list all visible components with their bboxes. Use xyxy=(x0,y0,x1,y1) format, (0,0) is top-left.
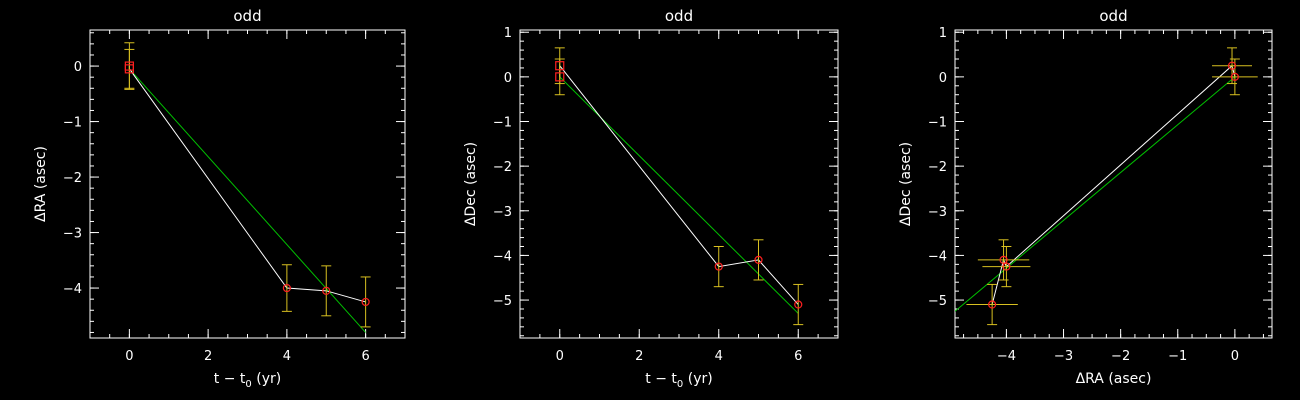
data-point xyxy=(714,262,723,271)
data-layer xyxy=(955,47,1258,326)
y-tick-label: −1 xyxy=(928,116,947,131)
y-tick-label: 0 xyxy=(939,71,947,86)
fit-line xyxy=(955,76,1236,312)
data-point xyxy=(1002,262,1011,271)
chart-panel-1: 0 2 4 6 0 −1 −2 −3 −4 odd t − t0 (yr) ΔRA (asec) xyxy=(33,7,406,390)
y-tick-label: 0 xyxy=(504,71,512,86)
data-line xyxy=(991,64,1236,305)
x-axis-label: t − t0 (yr) xyxy=(214,371,281,390)
x-tick-label: −1 xyxy=(1168,349,1187,364)
data-layer xyxy=(554,47,804,326)
chart-panel-3: −4 −3 −2 −1 0 1 0 −1 −2 −3 −4 −5 odd ΔRA (asec) ΔDec (… xyxy=(898,7,1273,387)
y-axis-label: ΔDec (asec) xyxy=(898,142,914,226)
y-tick-label: −1 xyxy=(63,116,82,131)
x-tick-label: 4 xyxy=(283,349,291,364)
y-tick-label: −4 xyxy=(493,249,512,264)
y-tick-label: 1 xyxy=(504,26,512,41)
data-point xyxy=(1227,61,1237,70)
data-point xyxy=(999,255,1008,264)
chart-panel-2: 0 2 4 6 1 0 −1 −2 −3 −4 −5 odd t − t0 (yr) ΔDec (asec… xyxy=(463,7,839,390)
chart-title: odd xyxy=(665,7,693,25)
y-tick-label: −2 xyxy=(928,160,947,175)
y-tick-label: −3 xyxy=(928,205,947,220)
y-axis-label: ΔDec (asec) xyxy=(463,142,479,226)
y-tick-label: −3 xyxy=(63,227,82,242)
y-tick-label: −5 xyxy=(493,294,512,309)
y-tick-label: −5 xyxy=(928,294,947,309)
data-line xyxy=(128,66,366,303)
fit-line xyxy=(559,76,799,314)
plot-frame xyxy=(89,29,406,339)
y-tick-label: −2 xyxy=(63,171,82,186)
chart-title: odd xyxy=(233,7,261,25)
y-tick-label: 0 xyxy=(74,60,82,75)
x-axis-label: t − t0 (yr) xyxy=(645,371,712,390)
data-point xyxy=(1230,72,1239,81)
chart-title: odd xyxy=(1099,7,1127,25)
x-tick-label: 6 xyxy=(361,349,369,364)
data-line xyxy=(559,64,799,305)
data-point xyxy=(988,300,997,309)
data-point xyxy=(555,61,565,71)
x-tick-label: −2 xyxy=(1111,349,1130,364)
x-tick-label: −3 xyxy=(1054,349,1073,364)
y-tick-label: −4 xyxy=(928,249,947,264)
y-tick-label: 1 xyxy=(939,26,947,41)
x-tick-label: 2 xyxy=(204,349,212,364)
y-tick-label: −2 xyxy=(493,160,512,175)
y-tick-label: −4 xyxy=(63,282,82,297)
x-tick-label: 4 xyxy=(715,349,723,364)
y-tick-label: −3 xyxy=(493,205,512,220)
x-tick-label: 6 xyxy=(794,349,802,364)
y-axis-label: ΔRA (asec) xyxy=(33,146,49,222)
x-tick-label: 2 xyxy=(635,349,643,364)
data-point xyxy=(361,297,370,307)
x-tick-label: 0 xyxy=(1231,349,1239,364)
x-tick-label: 0 xyxy=(556,349,564,364)
y-tick-label: −1 xyxy=(493,116,512,131)
data-point xyxy=(282,283,291,293)
x-axis-label: ΔRA (asec) xyxy=(1076,371,1152,387)
plot-frame xyxy=(954,29,1273,339)
data-point xyxy=(754,255,763,264)
data-point xyxy=(794,300,803,309)
fit-line xyxy=(129,68,366,333)
data-point xyxy=(555,72,565,82)
x-tick-label: −4 xyxy=(997,349,1016,364)
x-tick-label: 0 xyxy=(125,349,133,364)
data-layer xyxy=(124,42,371,333)
data-point xyxy=(322,286,331,295)
data-point xyxy=(124,64,134,74)
